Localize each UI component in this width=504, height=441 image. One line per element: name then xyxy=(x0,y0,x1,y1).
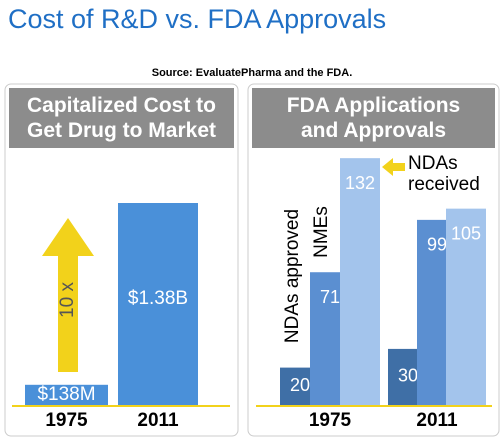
bar xyxy=(340,158,380,405)
value-label: $1.38B xyxy=(128,288,188,309)
value-label: 99 xyxy=(427,235,447,255)
growth-arrow xyxy=(42,218,94,372)
bar xyxy=(118,203,198,405)
value-label: 105 xyxy=(451,223,481,243)
panel-title-text: FDA Applications and Approvals xyxy=(286,94,461,142)
x-tick-label: 1975 xyxy=(309,410,352,431)
source: Source: EvaluatePharma and the FDA. xyxy=(151,67,353,79)
page-title: Cost of R&D vs. FDA Approvals xyxy=(8,4,387,34)
pointer-arrow xyxy=(382,158,405,176)
value-label: $138M xyxy=(37,384,95,405)
x-tick-label: 1975 xyxy=(45,410,88,431)
annotation: 10 x xyxy=(57,282,78,318)
series-label: NDAs approved xyxy=(282,209,303,343)
panel-title-text: Capitalized Cost to Get Drug to Market xyxy=(26,94,217,142)
series-label: NMEs xyxy=(311,206,332,258)
panel-title: Capitalized Cost to Get Drug to Market xyxy=(9,88,234,148)
bar xyxy=(446,208,486,405)
legend-label: NDAs received xyxy=(408,153,480,195)
x-tick-label: 2011 xyxy=(416,410,458,431)
value-label: 20 xyxy=(290,375,310,395)
x-tick-label: 2011 xyxy=(137,410,179,431)
value-label: 132 xyxy=(345,173,375,193)
bar xyxy=(25,384,108,405)
panel-title: FDA Applications and Approvals xyxy=(252,88,495,148)
value-label: 30 xyxy=(398,366,418,386)
value-label: 71 xyxy=(320,287,340,307)
